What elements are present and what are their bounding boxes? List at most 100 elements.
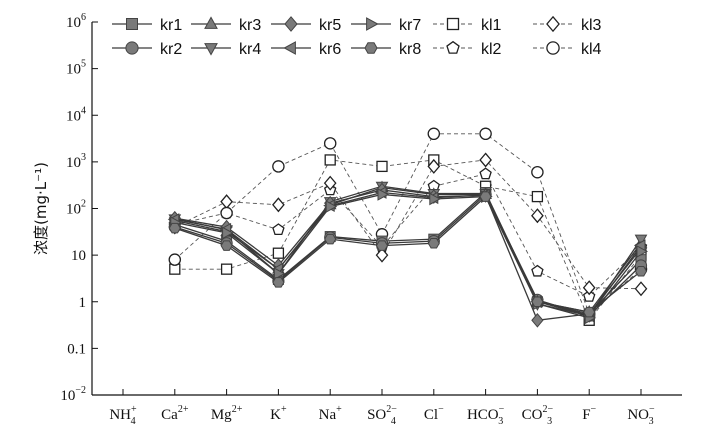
data-point-kl2 bbox=[582, 289, 596, 302]
series-kl2 bbox=[168, 167, 648, 302]
series-line-kl2 bbox=[174, 173, 642, 297]
y-tick-label: 106 bbox=[66, 12, 86, 31]
data-point-kl3 bbox=[634, 281, 648, 297]
series-line-kr1 bbox=[174, 191, 642, 315]
legend-marker bbox=[126, 18, 138, 30]
data-point-kl3 bbox=[582, 280, 596, 296]
x-tick-label: K+ bbox=[270, 404, 287, 423]
data-point-kl3 bbox=[220, 194, 233, 210]
x-axis-ticks: NH+ 4 Ca2+ Mg2+ K+ Na+ SO2− 4 Cl− HCO− 3 CO2− 3 F− NO−… bbox=[109, 389, 655, 427]
x-tick-label: Cl− bbox=[424, 404, 444, 423]
y-tick-label: 104 bbox=[66, 105, 86, 124]
data-point-kl1 bbox=[324, 154, 336, 166]
data-point-kl3 bbox=[323, 175, 337, 191]
x-tick-label: Na+ bbox=[319, 404, 343, 423]
x-tick-label: Ca2+ bbox=[161, 404, 189, 423]
legend-marker bbox=[546, 15, 560, 33]
legend-entry-kr4: kr4 bbox=[191, 41, 261, 58]
legend-entry-kl3: kl3 bbox=[533, 15, 602, 34]
series-kr8 bbox=[168, 191, 648, 318]
data-point-kl2 bbox=[479, 167, 492, 180]
data-point-kl3 bbox=[531, 208, 544, 224]
x-tick-label: Mg2+ bbox=[211, 404, 243, 423]
data-point-kl3 bbox=[272, 197, 285, 213]
legend-marker bbox=[446, 17, 460, 31]
series-kr6 bbox=[167, 186, 646, 323]
data-point-kr8 bbox=[375, 240, 389, 251]
axes bbox=[91, 22, 682, 396]
x-tick-label: CO2− 3 bbox=[522, 404, 554, 427]
legend-label: kr1 bbox=[160, 17, 182, 34]
legend-entry-kr5: kr5 bbox=[271, 16, 341, 34]
data-point-kl4 bbox=[427, 127, 441, 141]
legend-marker bbox=[364, 42, 378, 54]
data-point-kl1 bbox=[272, 247, 285, 259]
legend-label: kr2 bbox=[160, 41, 182, 58]
data-point-kl2 bbox=[272, 223, 285, 236]
series-line-kr7 bbox=[174, 193, 642, 319]
data-point-kl4 bbox=[531, 165, 544, 179]
data-point-kl3 bbox=[427, 158, 441, 174]
series-line-kr3 bbox=[174, 186, 642, 313]
data-point-kl1 bbox=[220, 263, 233, 275]
series-line-kr6 bbox=[174, 191, 642, 317]
data-point-kl4 bbox=[479, 127, 492, 141]
legend-entry-kl2: kl2 bbox=[433, 40, 502, 58]
data-point-kr7 bbox=[377, 188, 390, 201]
data-point-kr4 bbox=[634, 234, 648, 247]
data-point-kr7 bbox=[273, 267, 286, 281]
legend-label: kr5 bbox=[319, 17, 341, 34]
legend-label: kr4 bbox=[239, 41, 261, 58]
data-point-kl3 bbox=[375, 247, 389, 263]
data-point-kr7 bbox=[636, 245, 649, 258]
data-point-kl1 bbox=[531, 190, 544, 203]
legend-entry-kr8: kr8 bbox=[351, 41, 421, 58]
legend-label: kl2 bbox=[481, 41, 502, 58]
series-lines bbox=[167, 127, 649, 328]
legend-marker bbox=[546, 41, 560, 55]
legend-entry-kr6: kr6 bbox=[271, 41, 341, 58]
data-point-kl1 bbox=[376, 160, 388, 173]
legend-marker bbox=[366, 17, 379, 31]
legend-label: kl3 bbox=[581, 17, 602, 34]
y-tick-label: 10 bbox=[71, 248, 86, 264]
legend-entry-kr1: kr1 bbox=[112, 17, 182, 34]
legend-marker bbox=[204, 16, 218, 29]
data-point-kr7 bbox=[222, 226, 234, 240]
legend-label: kl1 bbox=[481, 17, 502, 34]
series-kr7 bbox=[170, 188, 649, 325]
data-point-kr8 bbox=[531, 296, 544, 308]
series-kr3 bbox=[168, 180, 648, 317]
series-line-kr4 bbox=[174, 185, 642, 317]
legend-label: kr3 bbox=[239, 17, 261, 34]
x-tick-label: F− bbox=[582, 404, 596, 423]
legend-entry-kr7: kr7 bbox=[351, 17, 421, 34]
series-line-kr2 bbox=[174, 193, 642, 317]
y-tick-label: 1 bbox=[79, 295, 87, 311]
x-tick-label: HCO− 3 bbox=[467, 404, 505, 427]
data-point-kr5 bbox=[531, 313, 544, 328]
data-point-kl4 bbox=[168, 253, 182, 266]
legend-entry-kl1: kl1 bbox=[433, 17, 502, 34]
legend-marker bbox=[283, 41, 296, 55]
legend-marker bbox=[284, 16, 298, 32]
series-line-kr5 bbox=[174, 189, 642, 322]
series-line-kl3 bbox=[174, 159, 642, 290]
y-axis-label: 浓度(mg·L⁻¹) bbox=[32, 162, 50, 255]
data-point-kl3 bbox=[479, 152, 492, 168]
data-point-kr8 bbox=[324, 233, 337, 245]
legend: kr1 kr3 kr5 kr7 kl1 kl3 kr2 kr4 kr6 kr8 kl2 kl4 bbox=[112, 15, 602, 58]
legend-marker bbox=[125, 41, 139, 55]
data-point-kr8 bbox=[427, 237, 440, 249]
y-tick-label: 10−2 bbox=[60, 385, 86, 404]
legend-entry-kl4: kl4 bbox=[533, 41, 602, 58]
x-tick-label: NH+ 4 bbox=[109, 404, 137, 427]
data-point-kr8 bbox=[479, 191, 492, 202]
legend-label: kr8 bbox=[399, 41, 421, 58]
y-tick-label: 105 bbox=[66, 59, 86, 78]
legend-marker bbox=[204, 43, 218, 56]
data-point-kl2 bbox=[531, 264, 544, 277]
legend-label: kl4 bbox=[581, 41, 602, 58]
series-line-kl1 bbox=[174, 159, 642, 322]
